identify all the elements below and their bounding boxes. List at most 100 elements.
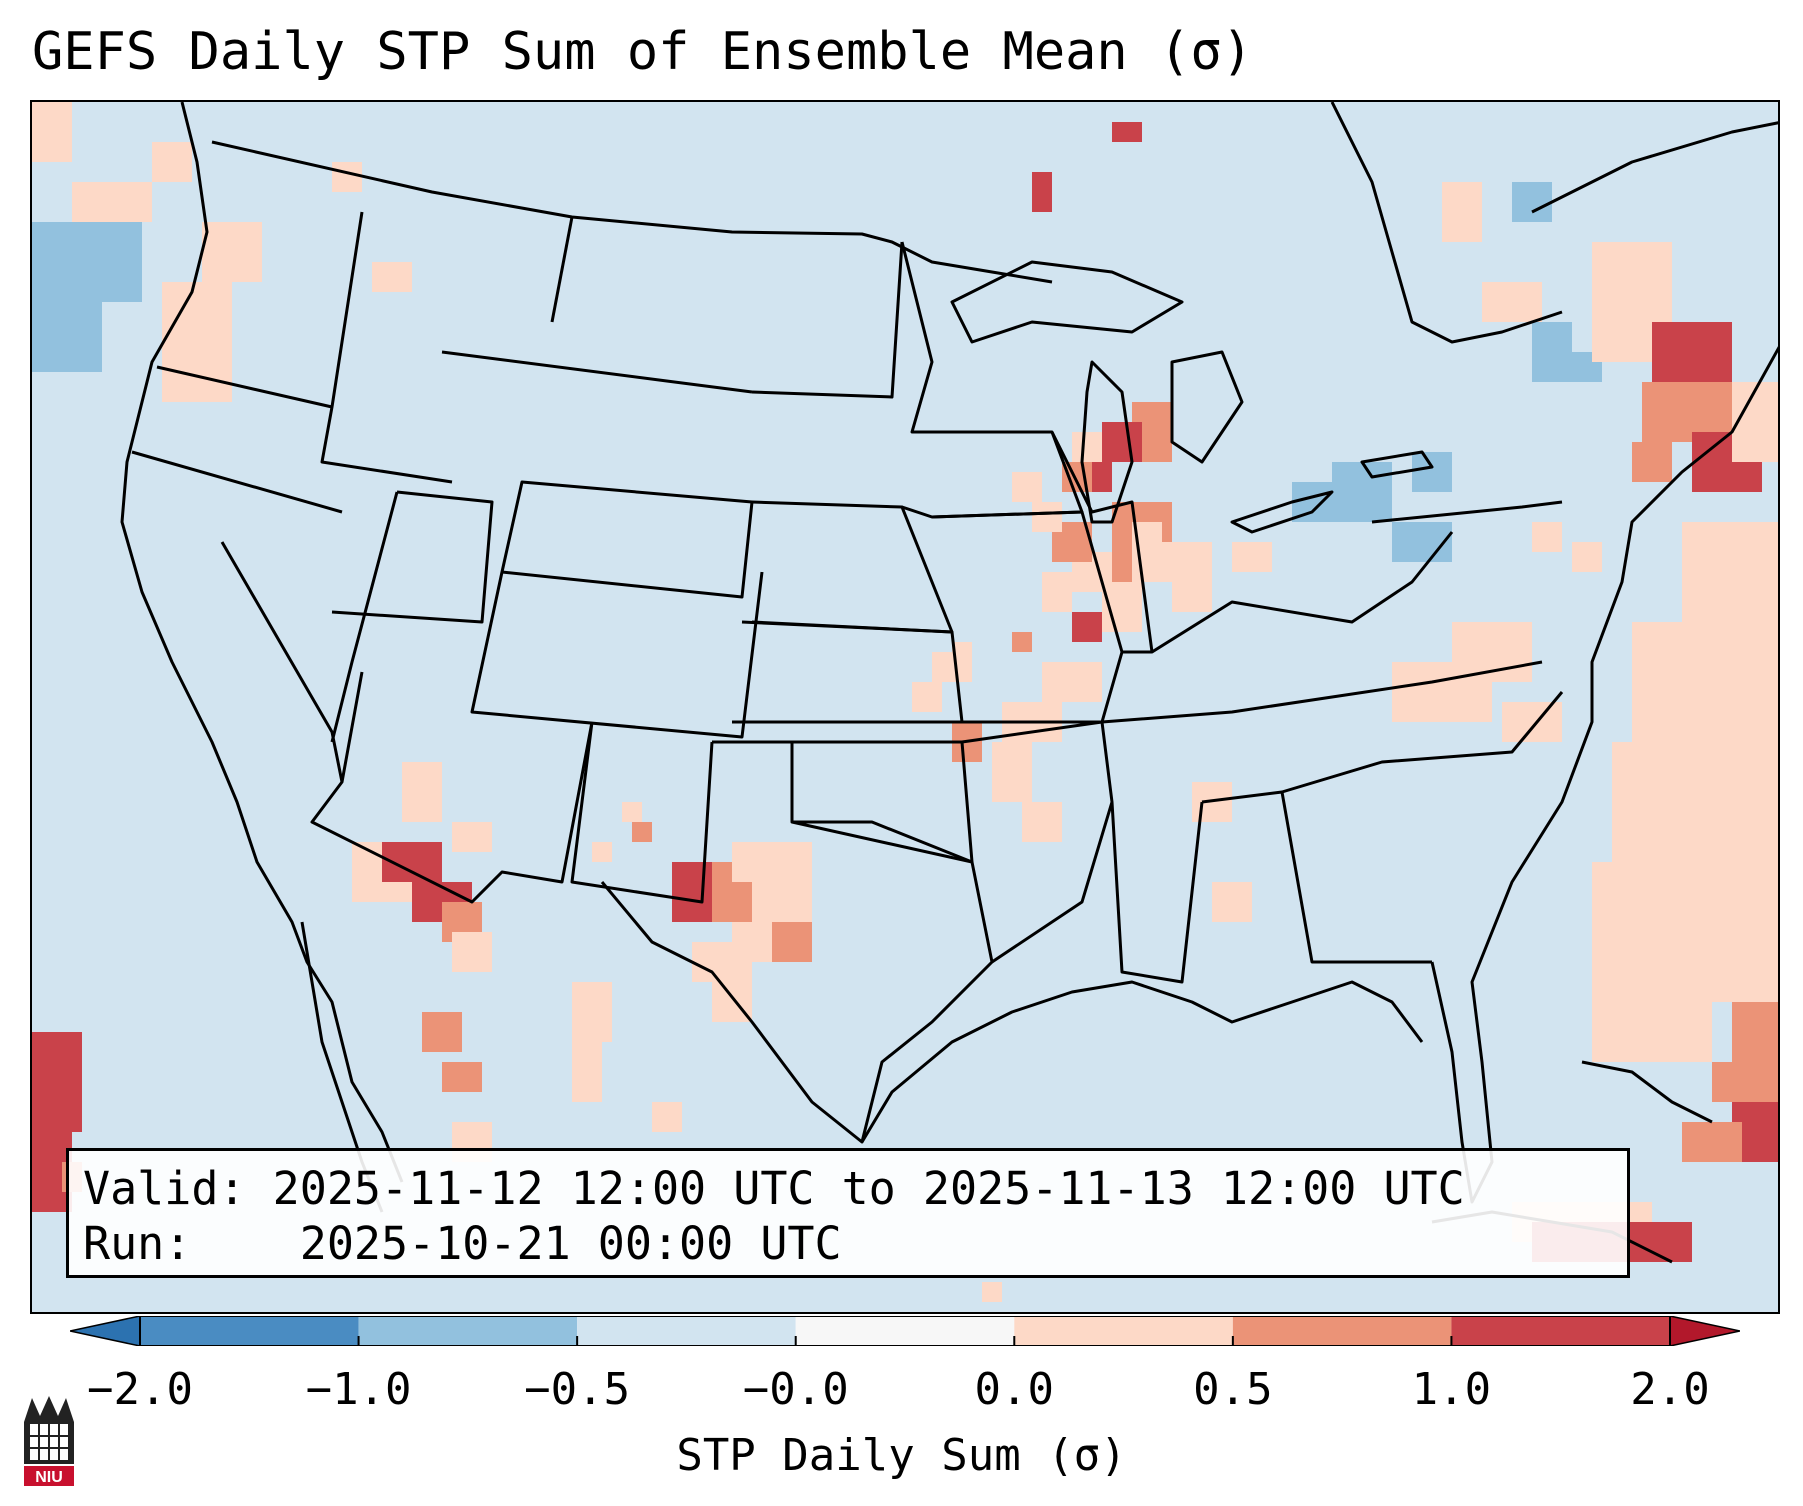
map-panel [30,100,1780,1314]
anomaly-cell [1592,1002,1712,1062]
anomaly-cell [422,1012,462,1052]
run-value: 2025-10-21 00:00 UTC [299,1217,842,1270]
anomaly-cell [1532,322,1572,382]
anomaly-cell [1452,622,1532,682]
run-line: Run: 2025-10-21 00:00 UTC [83,1216,1613,1271]
wy-border [500,480,754,599]
canada-border [211,140,1053,284]
anomaly-cell [952,642,972,662]
anomaly-cell [202,222,262,282]
anomaly-cell [1512,182,1552,222]
anomaly-cell [1012,472,1042,502]
az-nm-border [310,671,594,904]
anomaly-cell [372,262,412,292]
anomaly-cell [452,932,492,972]
colorbar-extend-low [70,1316,141,1346]
anomaly-cell [1612,742,1778,862]
bahamas [1581,1060,1713,1124]
ga-fl-border [1201,790,1432,964]
anomaly-cell [1072,612,1102,642]
anomaly-cell [1032,172,1052,212]
pa-ny-border [1371,500,1563,524]
anomaly-cell [982,1282,1002,1302]
anomaly-cell [622,802,642,822]
carolinas-border [1281,691,1564,794]
anomaly-cell [152,142,192,182]
anomaly-cell [452,822,492,852]
maritimes-coast [1531,121,1778,214]
anomaly-cell [1092,462,1112,492]
valid-line: Valid: 2025-11-12 12:00 UTC to 2025-11-1… [83,1161,1613,1216]
colorbar-outline [139,1316,1671,1346]
ohio-valley-border [1151,531,1454,654]
anomaly-cell [1652,322,1732,382]
anomaly-cell [1012,632,1032,652]
valid-label: Valid: [83,1162,246,1215]
colorbar [70,1316,1740,1346]
anomaly-cell [652,1102,682,1132]
anomaly-cell [1572,542,1602,572]
colorbar-tick-label: −0.5 [524,1364,631,1415]
anomaly-cells [32,102,1778,1302]
anomaly-cell [1712,1062,1778,1102]
ok-border [712,740,974,864]
ut-co-border [331,490,494,624]
state-borders [120,102,1778,1264]
anomaly-cell [1442,182,1482,242]
niu-logo: NIU [24,1396,74,1486]
anomaly-cell [1172,572,1212,612]
anomaly-cell [1072,432,1102,462]
ks-border [732,620,964,724]
anomaly-cell [592,842,612,862]
gulf-coastline [860,980,1424,1143]
chart-title: GEFS Daily STP Sum of Ensemble Mean (σ) [32,22,1253,82]
nm-tx-border [570,721,714,904]
colorbar-segment [1232,1316,1452,1346]
colorbar-segment [577,1316,796,1346]
anomaly-cell [402,762,442,822]
anomaly-cell [632,822,652,842]
anomaly-cell [1732,382,1778,462]
anomaly-cell [1532,522,1562,552]
colorbar-segment [795,1316,1015,1346]
colorbar-segment [358,1316,578,1346]
colorbar-segment [1014,1316,1233,1346]
anomaly-cell [992,742,1032,802]
anomaly-cell [1022,802,1062,842]
lake-ontario [1360,450,1434,479]
anomaly-cell [1732,1002,1778,1062]
anomaly-cell [1042,662,1102,702]
anomaly-cell [1412,452,1452,492]
quebec-border [1330,102,1563,344]
colorbar-tick-label: −1.0 [305,1364,412,1415]
colorbar-tick-label: 0.0 [974,1364,1055,1415]
anomaly-cell [442,1062,482,1092]
map-canvas [32,102,1778,1312]
lake-superior [950,260,1184,344]
anomaly-cell [1332,462,1392,522]
nv-east-border [330,491,399,743]
anomaly-cell [1032,502,1062,532]
colorbar-label: STP Daily Sum (σ) [676,1430,1127,1481]
pacific-coastline [120,102,404,1183]
colorbar-tick-label: −2.0 [87,1364,193,1415]
montana-east [550,216,574,323]
anomaly-cell [32,302,102,372]
wa-or-border [156,365,333,409]
colorbar-segment [140,1316,359,1346]
or-ca-border [131,450,343,514]
tn-kentucky-border [1101,660,1543,724]
nd-sd-border [751,241,904,399]
colorbar-segment [1451,1316,1670,1346]
anomaly-cell [72,182,152,222]
lake-huron [1170,350,1244,464]
anomaly-cell [732,922,772,962]
anomaly-cell [1042,572,1072,612]
colorbar-tick-label: 2.0 [1630,1364,1710,1415]
colorbar-tick-label: 1.0 [1411,1364,1492,1415]
anomaly-cell [1632,442,1672,482]
lake-michigan [1080,360,1134,524]
anomaly-cell [32,1032,82,1132]
idaho-border [320,211,453,484]
anomaly-cell [732,842,812,882]
